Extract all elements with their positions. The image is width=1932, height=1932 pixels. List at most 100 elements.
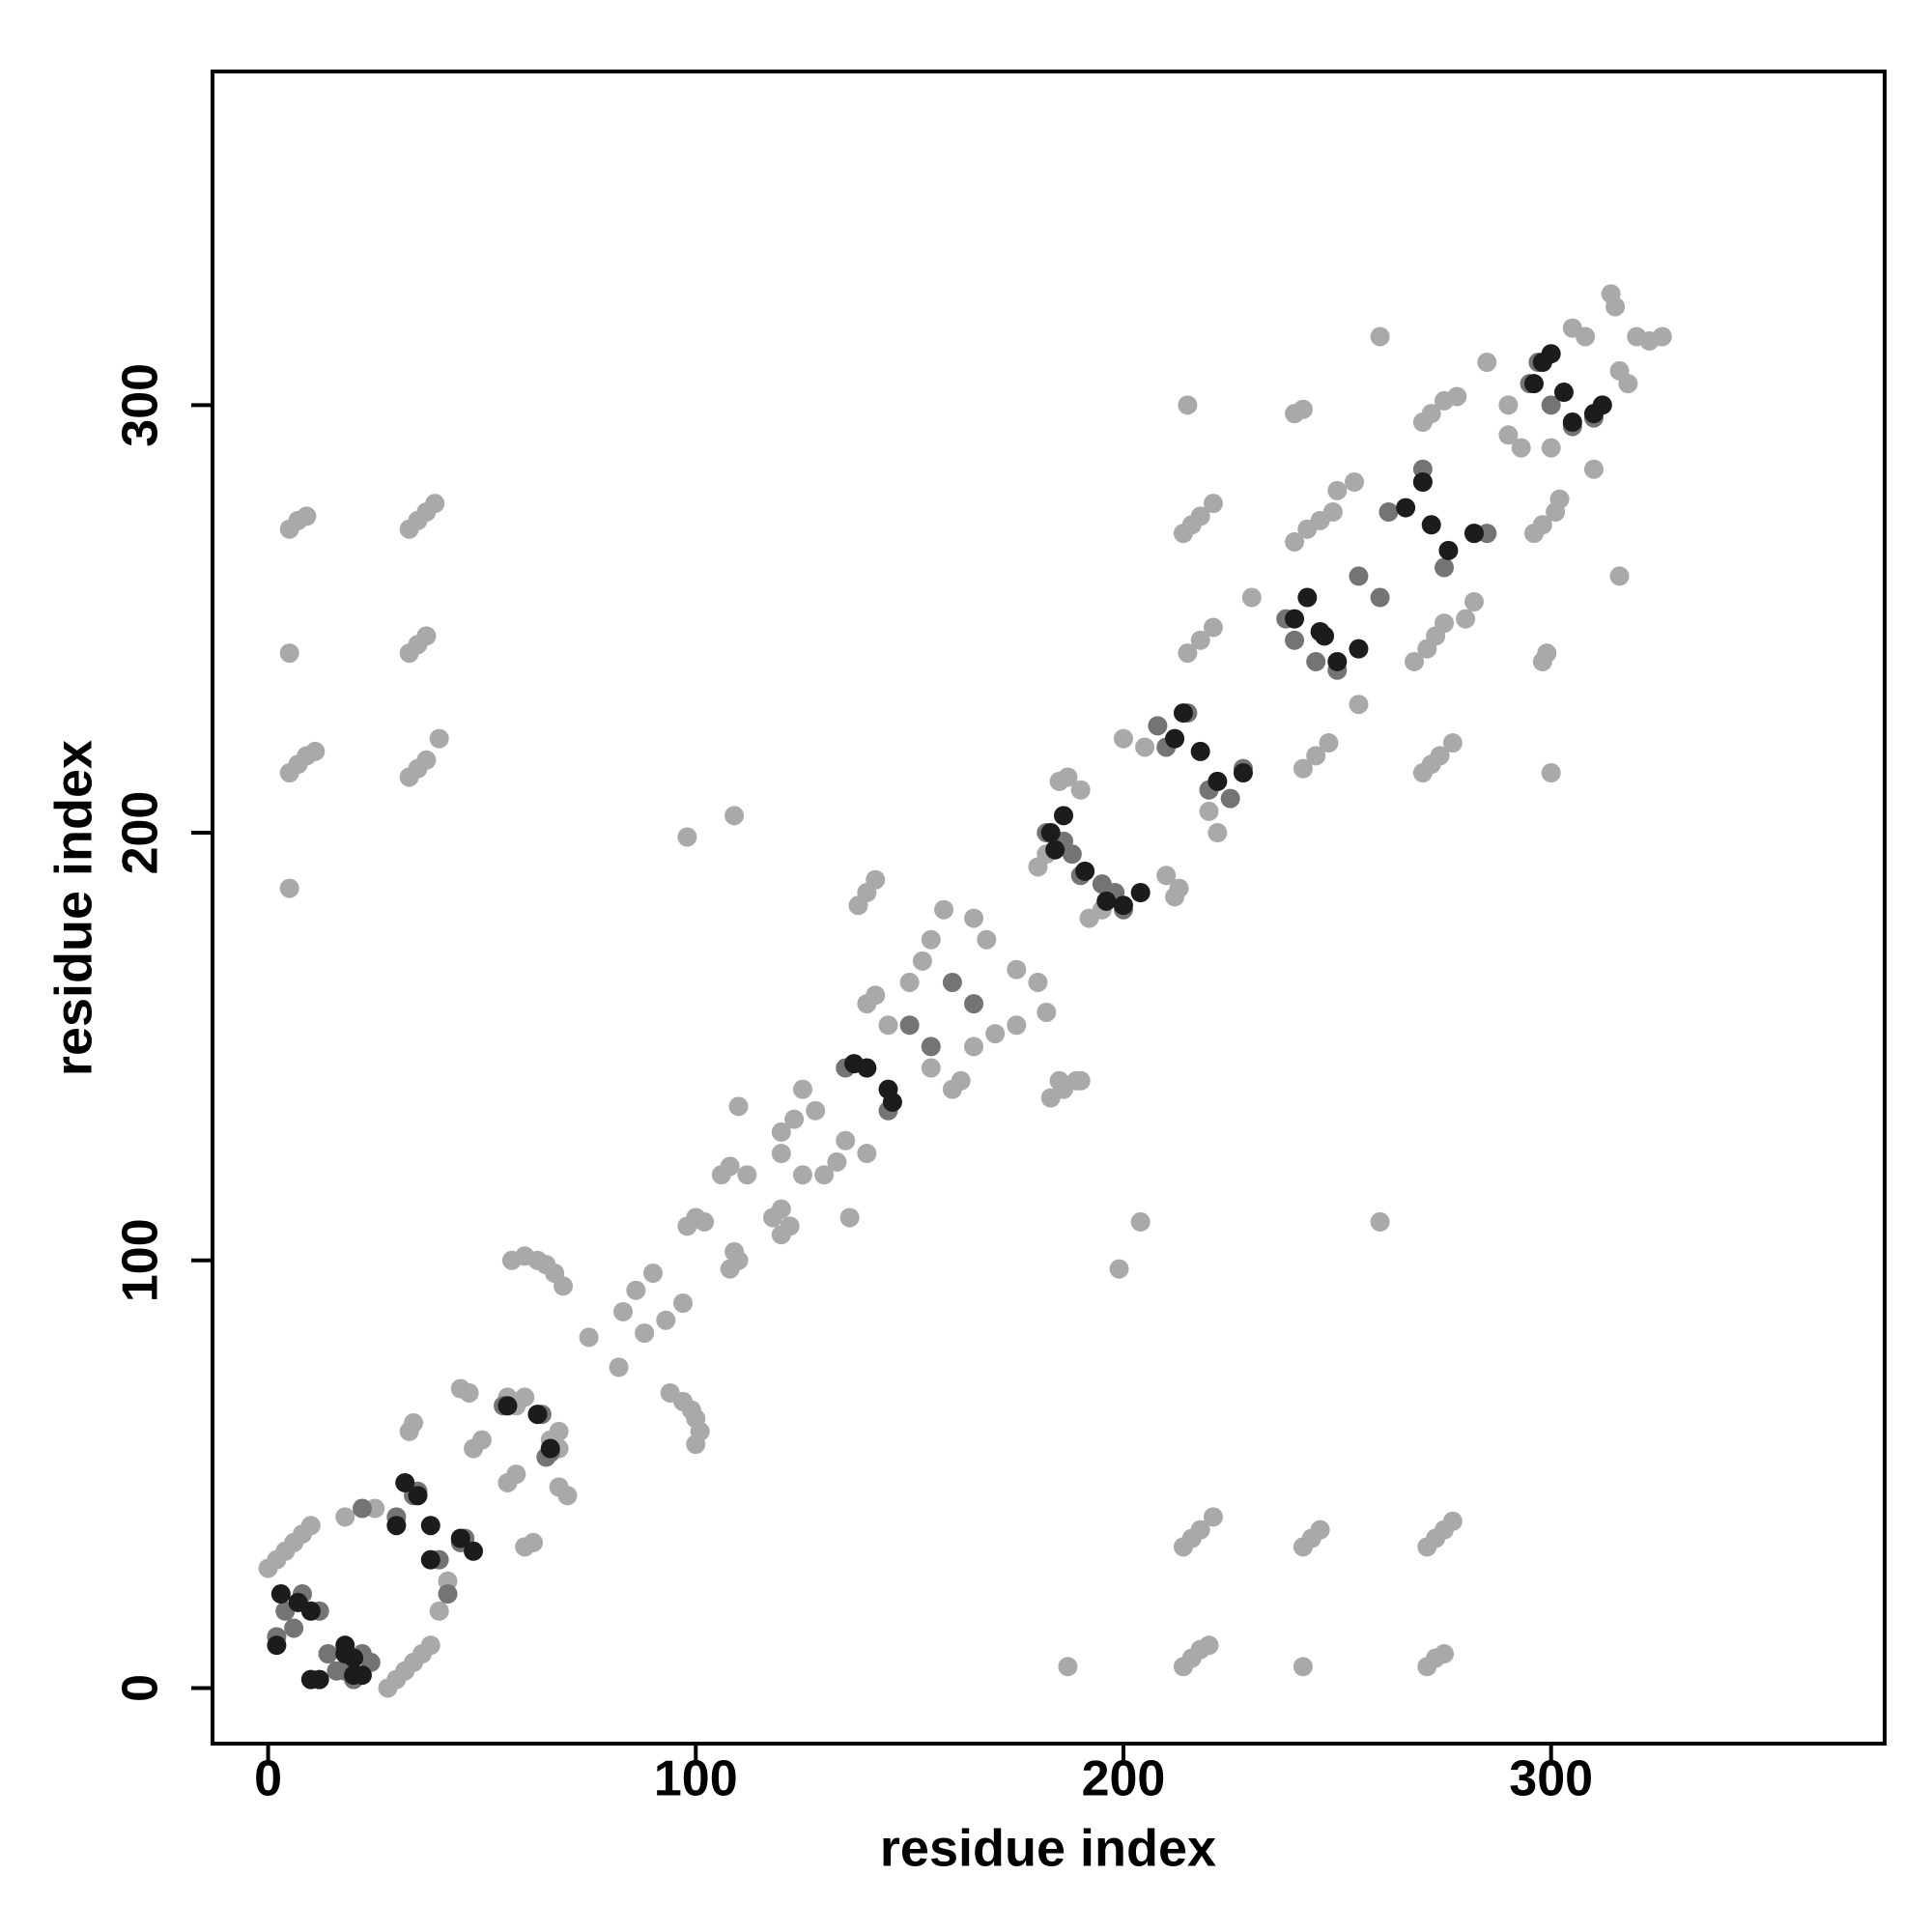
contact-point: [728, 1096, 749, 1117]
contact-point: [1639, 330, 1660, 351]
y-tick-label: 0: [113, 1674, 169, 1702]
contact-point: [1130, 1211, 1151, 1232]
contact-point: [386, 1516, 407, 1536]
plot-frame: [211, 70, 1887, 1746]
contact-point: [1549, 489, 1570, 509]
contact-point: [1285, 609, 1305, 629]
contact-point: [335, 1644, 355, 1664]
contact-point: [305, 741, 326, 761]
contact-point: [1190, 1520, 1210, 1540]
contact-point: [438, 1584, 458, 1605]
contact-point: [985, 1024, 1006, 1044]
contact-point: [309, 1669, 329, 1690]
x-axis-title: residue index: [880, 1819, 1216, 1877]
contact-point: [827, 1151, 847, 1172]
contact-point: [1190, 741, 1210, 761]
contact-point: [784, 1109, 805, 1129]
contact-point: [1113, 895, 1133, 916]
contact-point: [1319, 733, 1339, 753]
contact-point: [506, 1464, 526, 1485]
contact-point: [1562, 412, 1582, 433]
contact-point: [1435, 1644, 1455, 1664]
contact-point: [1075, 861, 1095, 881]
contact-point: [762, 1208, 782, 1228]
contact-point: [404, 1412, 424, 1433]
x-tick-label: 100: [654, 1751, 738, 1807]
contact-point: [1412, 472, 1433, 493]
contact-point: [1306, 651, 1326, 671]
contact-point: [942, 972, 962, 992]
contact-point: [1532, 353, 1552, 373]
contact-point: [267, 1635, 287, 1656]
contact-point: [899, 972, 920, 992]
contact-point: [1203, 1507, 1223, 1527]
contact-point: [720, 1156, 740, 1177]
contact-point: [579, 1327, 599, 1348]
contact-point: [1327, 651, 1348, 671]
contact-point: [964, 908, 984, 928]
contact-point: [1349, 695, 1369, 715]
contact-point: [471, 1430, 492, 1450]
y-tick-label: 200: [113, 791, 169, 875]
contact-point: [1532, 515, 1552, 535]
contact-point: [420, 1516, 440, 1536]
x-tick-label: 0: [254, 1751, 282, 1807]
contact-point: [1293, 1657, 1313, 1677]
contact-point: [1113, 728, 1133, 749]
contact-point: [1208, 823, 1228, 843]
contact-point: [1040, 823, 1061, 843]
contact-point: [1327, 480, 1348, 500]
contact-point: [1609, 566, 1630, 586]
contact-point: [1442, 1511, 1463, 1531]
contact-point: [327, 1661, 347, 1681]
contact-point: [1370, 1211, 1390, 1232]
contact-point: [318, 1644, 338, 1664]
contact-point: [459, 1382, 479, 1403]
contact-point: [1190, 506, 1210, 526]
contact-point: [1199, 1635, 1219, 1656]
contact-point: [515, 1387, 535, 1407]
contact-point: [1370, 327, 1390, 347]
contact-point: [1306, 746, 1326, 766]
contact-point: [792, 1165, 812, 1185]
y-tick-label: 300: [113, 363, 169, 447]
contact-point: [1349, 566, 1369, 586]
contact-point: [1297, 587, 1318, 608]
contact-point: [527, 1405, 548, 1425]
contact-point: [1053, 806, 1073, 826]
contact-point: [1583, 459, 1604, 479]
contact-point: [1463, 524, 1484, 544]
contact-point: [857, 1144, 877, 1164]
contact-point: [1058, 767, 1078, 787]
contact-point: [554, 1276, 574, 1296]
contact-point: [1049, 1070, 1069, 1091]
contact-point: [1293, 399, 1313, 419]
contact-point: [1007, 1015, 1027, 1036]
contact-point: [344, 1665, 364, 1686]
contact-point: [1435, 613, 1455, 634]
contact-point: [1241, 587, 1262, 608]
contact-point: [792, 1079, 812, 1099]
contact-point: [1463, 591, 1484, 611]
contact-point: [1605, 297, 1626, 317]
contact-point: [695, 1211, 715, 1232]
contact-point: [279, 878, 299, 898]
contact-point: [921, 1037, 941, 1057]
contact-point: [899, 1015, 920, 1036]
contact-point: [395, 1472, 415, 1492]
contact-point: [1456, 609, 1476, 629]
contact-point: [1370, 587, 1390, 608]
contact-point: [1285, 630, 1305, 650]
contact-point: [878, 1079, 898, 1099]
contact-point: [1541, 395, 1561, 415]
contact-point: [1315, 626, 1335, 646]
contact-point: [964, 994, 984, 1014]
contact-point: [1477, 353, 1497, 373]
contact-point: [635, 1322, 655, 1343]
contact-point: [878, 1015, 898, 1036]
contact-point: [656, 1310, 676, 1330]
contact-point: [1203, 494, 1223, 514]
contact-point: [836, 1130, 856, 1151]
contact-point: [335, 1507, 355, 1527]
